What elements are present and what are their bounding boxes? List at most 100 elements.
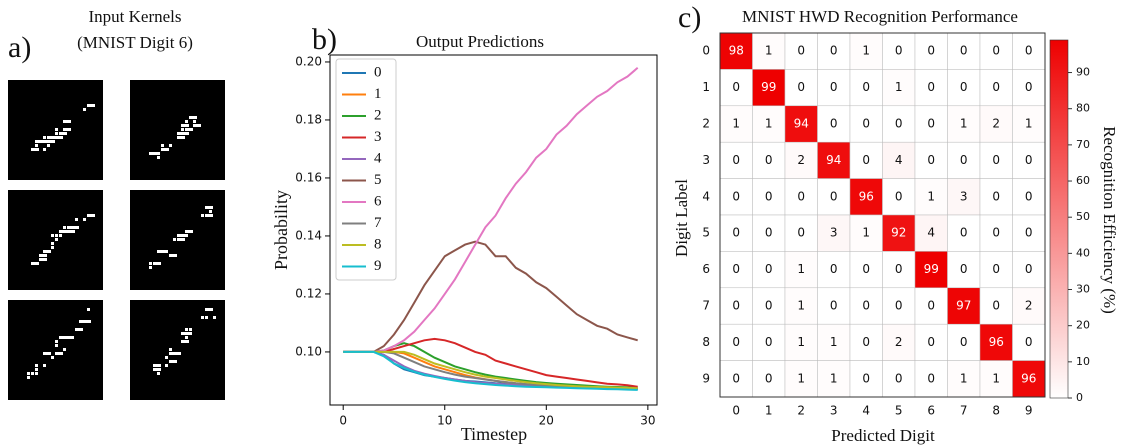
x-tick-label: 10 — [437, 414, 452, 428]
kernel-pixel — [31, 148, 39, 151]
kernel-pixel — [205, 316, 208, 319]
cell-label: 0 — [927, 153, 935, 167]
cell-label: 1 — [797, 299, 805, 313]
y-tick-label: 0.10 — [295, 344, 322, 358]
kernel-pixel — [157, 364, 160, 367]
y-tick-label: 6 — [702, 262, 710, 276]
cell-label: 2 — [797, 153, 805, 167]
cell-label: 1 — [895, 80, 903, 94]
cell-label: 0 — [732, 80, 740, 94]
kernel-pixel — [181, 238, 184, 241]
cell-label: 0 — [927, 80, 935, 94]
cell-label: 0 — [765, 262, 773, 276]
x-tick-label: 0 — [732, 404, 740, 418]
cell-label: 96 — [859, 189, 874, 203]
cell-label: 2 — [895, 335, 903, 349]
cell-label: 2 — [1025, 299, 1033, 313]
cell-label: 0 — [992, 189, 1000, 203]
kernel-pixel — [189, 328, 192, 331]
kernel-pixel — [51, 246, 54, 249]
kernel-pixel — [55, 128, 58, 131]
cell-label: 0 — [830, 262, 838, 276]
kernel-pixel — [185, 230, 193, 233]
cell-label: 0 — [927, 335, 935, 349]
kernel-pixel — [185, 328, 188, 331]
kernel-pixel — [83, 218, 86, 221]
cell-label: 0 — [992, 299, 1000, 313]
kernel-pixel — [153, 262, 161, 265]
x-tick-label: 9 — [1025, 404, 1033, 418]
kernel-pixel — [189, 332, 192, 335]
kernel-pixel — [55, 132, 58, 135]
y-tick-label: 4 — [702, 189, 710, 203]
kernel-pixel — [189, 116, 197, 119]
kernel-pixel — [43, 148, 46, 151]
kernel-pixel — [169, 348, 172, 351]
cell-label: 0 — [732, 262, 740, 276]
colorbar-tick-label: 80 — [1076, 102, 1090, 115]
x-axis-label: Timestep — [461, 424, 527, 444]
kernel-pixel — [165, 356, 168, 359]
cell-label: 1 — [1025, 117, 1033, 131]
kernel-pixel — [213, 316, 216, 319]
cell-label: 0 — [1025, 153, 1033, 167]
kernel-pixel — [63, 128, 71, 131]
cell-label: 0 — [830, 44, 838, 58]
y-axis-label: Probability — [271, 190, 291, 270]
cell-label: 0 — [862, 299, 870, 313]
kernel-pixel — [75, 328, 83, 331]
cell-label: 94 — [826, 153, 841, 167]
cell-label: 0 — [732, 299, 740, 313]
cell-label: 0 — [927, 44, 935, 58]
cell-label: 1 — [927, 189, 935, 203]
legend-label: 3 — [374, 129, 382, 145]
kernel-pixel — [87, 104, 95, 107]
kernel-pixel — [157, 152, 160, 155]
colorbar-tick-label: 90 — [1076, 66, 1090, 79]
cell-label: 1 — [862, 226, 870, 240]
x-axis-label: Predicted Digit — [831, 426, 935, 445]
kernel-pixel — [153, 368, 161, 371]
cell-label: 0 — [830, 80, 838, 94]
cell-label: 0 — [895, 262, 903, 276]
cell-label: 1 — [797, 262, 805, 276]
kernel-pixel — [201, 316, 204, 319]
x-tick-label: 1 — [765, 404, 773, 418]
cell-label: 1 — [797, 371, 805, 385]
kernel-pixel — [43, 250, 51, 253]
cell-label: 0 — [1025, 189, 1033, 203]
kernel-pixel — [39, 254, 47, 257]
kernel-pixel — [59, 132, 62, 135]
cell-label: 0 — [927, 371, 935, 385]
colorbar — [1050, 40, 1068, 398]
colorbar-tick-label: 70 — [1076, 138, 1090, 151]
legend-box — [336, 59, 396, 280]
kernel — [8, 300, 103, 400]
kernel-pixel — [71, 336, 74, 339]
cell-label: 0 — [862, 371, 870, 385]
kernel-pixel — [63, 120, 71, 123]
cell-label: 0 — [732, 335, 740, 349]
kernel-pixel — [43, 352, 51, 355]
kernel-pixel — [201, 214, 204, 217]
kernel-pixel — [87, 214, 95, 217]
kernel-pixel — [193, 120, 196, 123]
x-tick-label: 20 — [539, 414, 554, 428]
cell-label: 0 — [895, 299, 903, 313]
cell-label: 0 — [862, 117, 870, 131]
x-tick-label: 7 — [960, 404, 968, 418]
cell-label: 1 — [992, 371, 1000, 385]
kernel-pixel — [177, 234, 185, 237]
legend-label: 2 — [374, 107, 382, 123]
kernel-pixel — [173, 238, 176, 241]
kernel-pixel — [55, 238, 58, 241]
y-tick-label: 0.14 — [295, 228, 322, 242]
cell-label: 1 — [862, 44, 870, 58]
cell-label: 99 — [924, 262, 939, 276]
kernel-pixel — [181, 340, 189, 343]
cell-label: 94 — [794, 117, 809, 131]
cell-label: 0 — [732, 153, 740, 167]
x-tick-label: 6 — [927, 404, 935, 418]
kernel-pixel — [149, 266, 152, 269]
kernel-pixel — [47, 140, 55, 143]
